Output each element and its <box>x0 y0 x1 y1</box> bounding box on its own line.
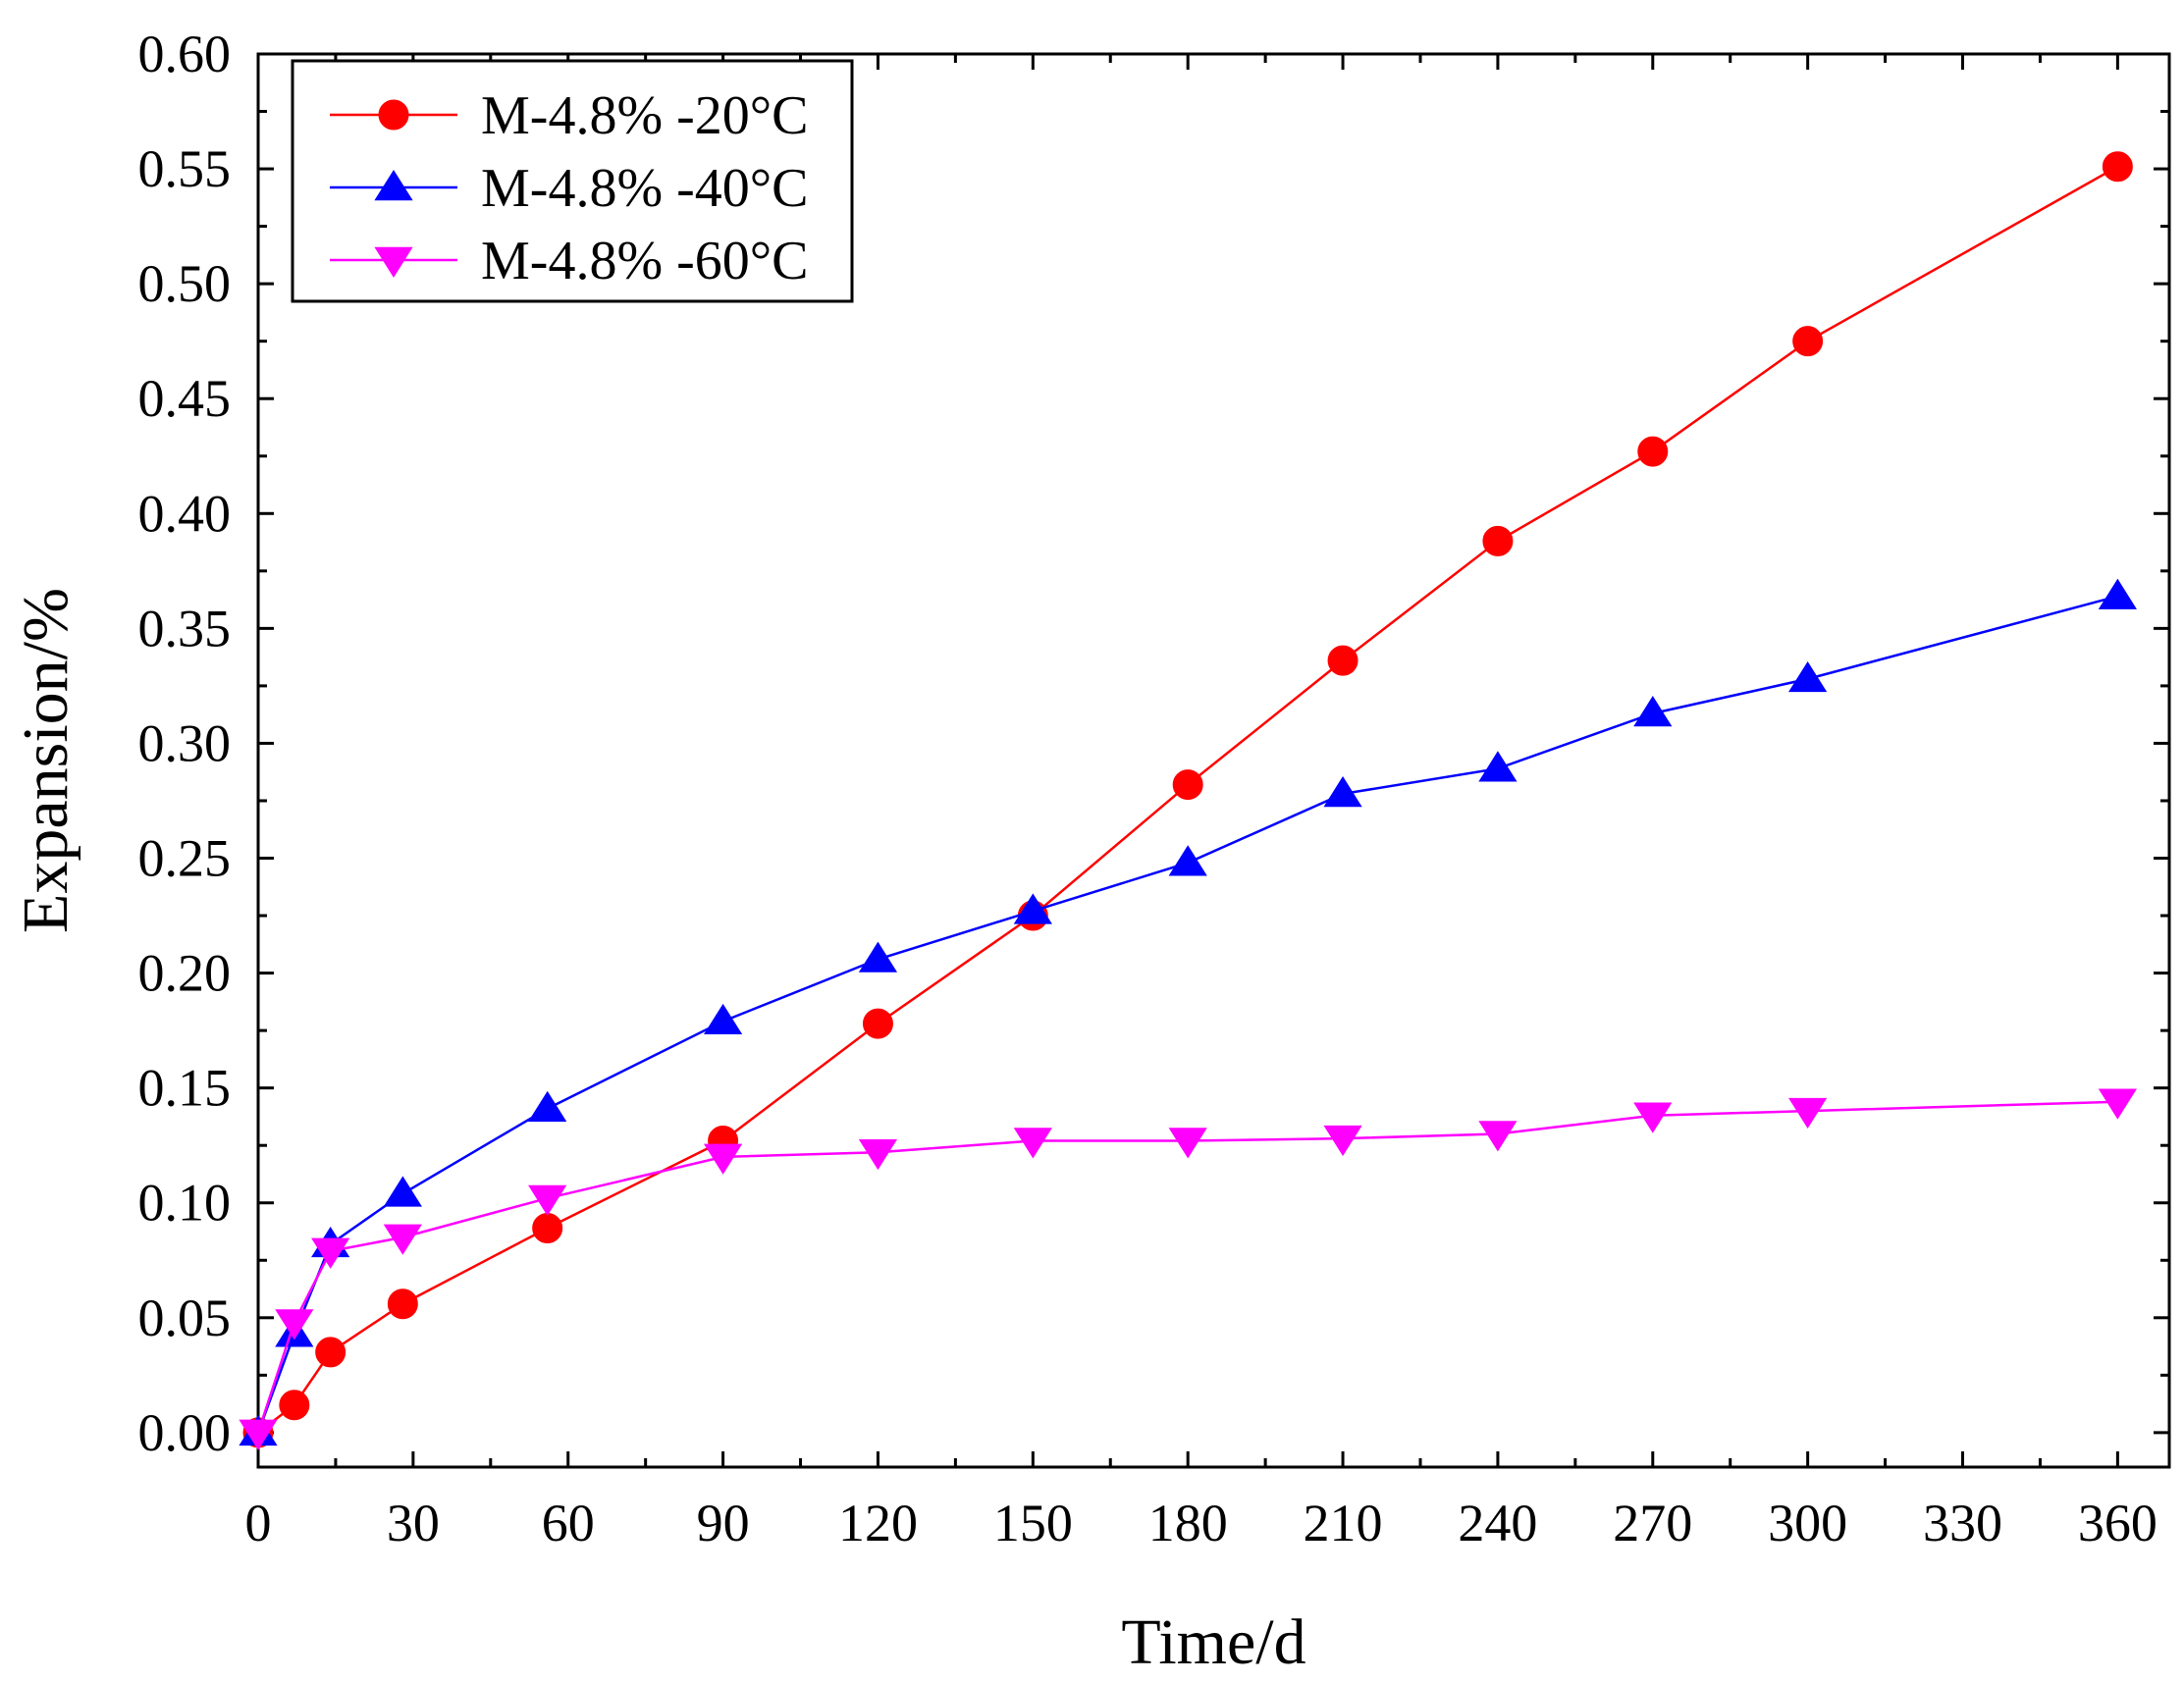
y-tick-label: 0.10 <box>138 1174 232 1233</box>
y-tick-label: 0.55 <box>138 139 232 198</box>
y-tick-label: 0.60 <box>138 25 232 83</box>
legend: M-4.8% -20°C M-4.8% -40°C M-4.8% -60°C <box>291 59 854 303</box>
legend-marker <box>374 170 413 201</box>
data-point <box>1633 696 1673 727</box>
data-point <box>2098 578 2137 609</box>
data-point <box>311 1237 350 1269</box>
x-tick-label: 270 <box>1613 1494 1692 1552</box>
x-tick-label: 30 <box>387 1494 440 1552</box>
x-tick-label: 210 <box>1304 1494 1383 1552</box>
data-point <box>862 1008 893 1039</box>
axes: 0.00 0.05 0.10 0.15 0.20 0.25 0.30 0.35 0.40 0.45… <box>10 25 2171 1678</box>
data-point <box>858 941 898 972</box>
data-point <box>1168 1128 1207 1159</box>
data-point <box>383 1176 422 1207</box>
x-tick-label: 120 <box>838 1494 918 1552</box>
data-point <box>703 1143 743 1175</box>
y-tick-label: 0.20 <box>138 944 232 1003</box>
x-tick-label: 180 <box>1148 1494 1228 1552</box>
legend-label: M-4.8% -20°C <box>481 85 808 146</box>
data-point <box>1172 769 1203 801</box>
y-tick-label: 0.15 <box>138 1059 232 1118</box>
data-point <box>1788 1097 1828 1130</box>
x-tick-label: 60 <box>542 1494 595 1552</box>
data-point <box>1633 1102 1673 1133</box>
x-tick-label: 150 <box>993 1494 1073 1552</box>
x-tick-label: 300 <box>1768 1494 1847 1552</box>
y-tick-label: 0.40 <box>138 484 232 543</box>
data-point <box>1013 893 1052 924</box>
legend-item-3: M-4.8% -60°C <box>330 231 808 291</box>
y-tick-label: 0.35 <box>138 599 232 657</box>
plot-area <box>239 151 2137 1450</box>
x-tick-label: 330 <box>1923 1494 2002 1552</box>
y-tick-label: 0.50 <box>138 254 232 313</box>
data-point <box>1478 1121 1518 1152</box>
data-point <box>1323 776 1362 808</box>
data-point <box>1327 645 1358 676</box>
series-3 <box>239 1088 2137 1450</box>
data-point <box>1788 660 1828 693</box>
y-tick-label: 0.45 <box>138 369 232 428</box>
x-tick-label: 0 <box>245 1494 272 1552</box>
data-point <box>1482 525 1514 556</box>
data-point <box>2098 1088 2137 1120</box>
legend-item-2: M-4.8% -40°C <box>330 158 808 219</box>
data-point <box>239 1419 278 1450</box>
data-point <box>387 1288 418 1320</box>
x-axis-title: Time/d <box>1121 1606 1305 1678</box>
x-tick-label: 240 <box>1458 1494 1537 1552</box>
series-line <box>256 595 2118 1434</box>
data-point <box>528 1090 567 1122</box>
data-point <box>1637 436 1669 467</box>
data-point <box>275 1309 314 1340</box>
data-point <box>1323 1125 1362 1157</box>
data-point <box>315 1337 346 1368</box>
series-2 <box>239 578 2137 1446</box>
legend-item-1: M-4.8% -20°C <box>330 85 808 146</box>
data-point <box>528 1184 567 1216</box>
y-tick-label: 0.30 <box>138 713 232 772</box>
y-tick-label: 0.00 <box>138 1403 232 1462</box>
series-1 <box>242 151 2133 1448</box>
data-point <box>279 1390 310 1421</box>
x-tick-label: 360 <box>2078 1494 2157 1552</box>
plot-frame <box>256 52 2171 1469</box>
data-point <box>1478 751 1518 782</box>
y-tick-label: 0.05 <box>138 1288 232 1347</box>
legend-marker <box>378 99 409 131</box>
data-point <box>1168 845 1207 876</box>
data-point <box>532 1212 563 1243</box>
data-point <box>1792 326 1824 357</box>
data-point <box>2102 151 2133 183</box>
data-point <box>858 1138 898 1171</box>
legend-label: M-4.8% -60°C <box>481 231 808 291</box>
data-point <box>703 1003 743 1035</box>
data-point <box>383 1224 422 1255</box>
y-axis-title: Expansion/% <box>10 588 81 933</box>
legend-label: M-4.8% -40°C <box>481 158 808 219</box>
x-tick-label: 90 <box>697 1494 750 1552</box>
legend-marker <box>374 246 413 278</box>
data-point <box>1013 1128 1052 1159</box>
y-tick-label: 0.25 <box>138 829 232 888</box>
